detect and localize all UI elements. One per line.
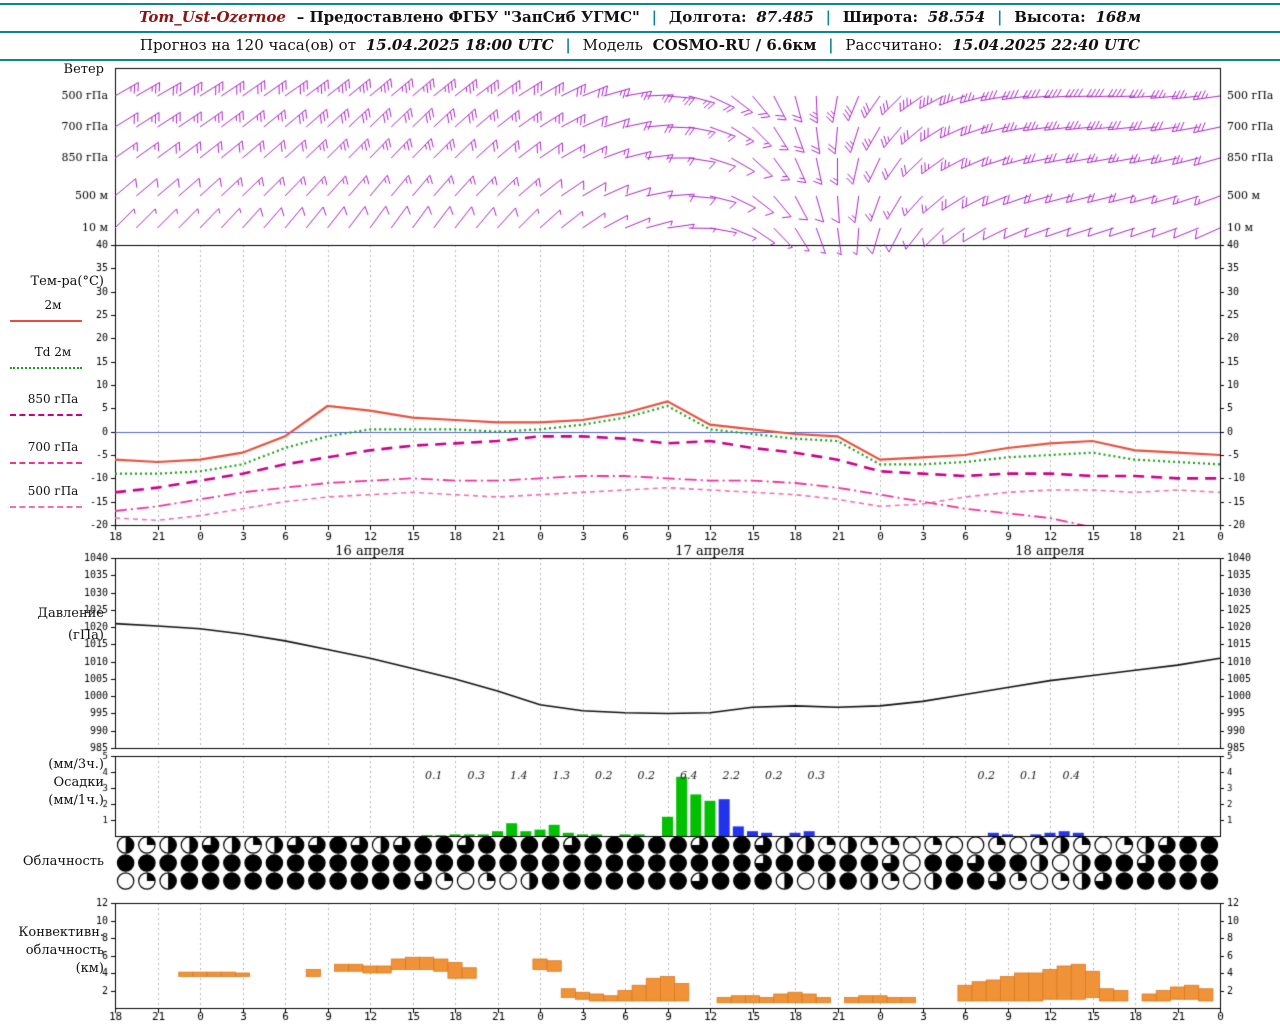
wind-section-label: Ветер: [63, 62, 104, 77]
pressure-label-line2: (гПа): [67, 628, 104, 643]
convective-label-line3: (км): [75, 961, 104, 976]
convective-label-line2: облачность: [25, 943, 104, 958]
legend-line-t500: [10, 506, 82, 508]
precip-label-line2: Осадки: [53, 775, 104, 790]
legend-label-td2m: Td 2м: [34, 345, 72, 359]
legend-line-td2m: [10, 367, 82, 369]
temperature-section-label: Тем-ра(°C): [30, 274, 104, 289]
legend-line-t850: [10, 414, 82, 416]
legend-label-t700: 700 гПа: [27, 440, 79, 454]
cloudiness-section-label: Облачность: [22, 854, 104, 869]
legend-label-t2m: 2м: [44, 298, 62, 312]
legend-label-t500: 500 гПа: [27, 484, 79, 498]
legend-line-t2m: [10, 320, 82, 322]
precip-label-line3: (мм/1ч.): [48, 793, 104, 808]
precip-label-line1: (мм/3ч.): [48, 757, 104, 772]
pressure-label-line1: Давление: [37, 606, 104, 621]
legend-label-t850: 850 гПа: [27, 392, 79, 406]
legend-line-t700: [10, 462, 82, 464]
convective-label-line1: Конвективн.: [18, 925, 104, 940]
